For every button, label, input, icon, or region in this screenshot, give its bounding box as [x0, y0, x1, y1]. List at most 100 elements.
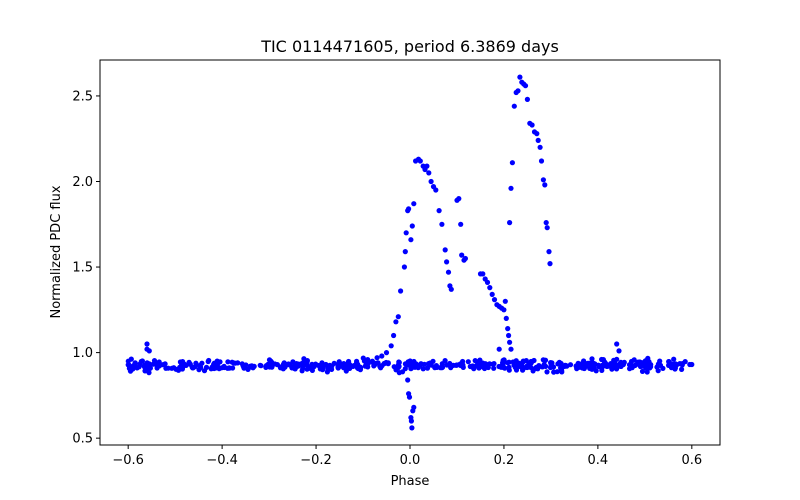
data-point	[374, 355, 380, 361]
data-point	[290, 363, 296, 370]
data-point	[205, 358, 211, 365]
data-point	[672, 366, 678, 372]
data-point	[399, 369, 406, 375]
data-point	[611, 362, 617, 368]
scatter-points	[125, 74, 695, 431]
data-point	[508, 185, 514, 191]
x-tick-label: 0.0	[400, 453, 421, 468]
data-point	[508, 346, 514, 352]
data-point	[132, 360, 138, 366]
data-point	[398, 288, 404, 294]
data-point	[458, 221, 464, 227]
data-point	[501, 364, 507, 370]
data-point	[637, 359, 643, 365]
data-point	[439, 365, 445, 371]
data-point	[156, 359, 162, 365]
data-point	[597, 363, 604, 369]
data-point	[266, 357, 273, 363]
data-point	[298, 361, 305, 367]
y-tick-label: 2.5	[72, 89, 93, 104]
x-tick-label: 0.6	[681, 453, 702, 468]
data-point	[470, 365, 477, 371]
data-point	[192, 363, 198, 370]
data-point	[558, 365, 564, 371]
data-point	[434, 364, 440, 370]
data-point	[543, 363, 549, 369]
data-point	[126, 365, 132, 371]
data-point	[225, 359, 231, 365]
data-point	[312, 362, 318, 368]
data-point	[147, 365, 153, 371]
data-point	[393, 367, 399, 373]
data-point	[388, 343, 394, 349]
data-point	[514, 364, 520, 370]
data-point	[308, 366, 315, 372]
data-point	[424, 163, 430, 169]
data-point	[639, 368, 646, 374]
data-point	[405, 377, 411, 383]
data-point	[345, 359, 351, 365]
data-point	[263, 363, 269, 369]
data-point	[272, 361, 278, 367]
data-point	[401, 264, 407, 270]
data-point	[409, 425, 415, 431]
data-point	[355, 365, 361, 372]
data-point	[532, 365, 538, 371]
data-point	[403, 230, 409, 236]
data-point	[409, 223, 415, 229]
data-point	[546, 249, 552, 255]
data-point	[465, 359, 471, 365]
data-point	[411, 201, 417, 207]
data-point	[604, 363, 610, 369]
data-point	[181, 361, 187, 367]
data-point	[648, 362, 654, 368]
data-point	[578, 362, 584, 368]
data-point	[462, 255, 468, 262]
data-point	[534, 131, 540, 137]
data-point	[600, 357, 607, 363]
data-point	[456, 196, 462, 202]
data-point	[593, 368, 599, 374]
data-point	[484, 279, 491, 285]
data-point	[393, 319, 399, 325]
y-tick-label: 1.0	[72, 346, 93, 361]
data-point	[496, 346, 502, 352]
x-tick-label: 0.4	[588, 453, 609, 468]
data-point	[505, 360, 511, 366]
data-point	[430, 358, 436, 364]
data-point	[542, 357, 549, 363]
data-point	[402, 249, 408, 255]
data-point	[590, 360, 596, 366]
data-point	[203, 364, 210, 370]
data-point	[339, 361, 345, 367]
x-axis: −0.6 −0.4 −0.2 0.0 0.2 0.4 0.6	[112, 445, 702, 468]
data-point	[448, 286, 454, 292]
data-point	[383, 360, 389, 366]
data-point	[524, 96, 531, 102]
data-point	[146, 348, 152, 354]
data-point	[426, 170, 432, 176]
data-point	[657, 362, 664, 368]
data-point	[406, 206, 412, 212]
data-point	[529, 122, 535, 128]
data-point	[417, 362, 423, 368]
data-point	[524, 364, 530, 371]
data-point	[536, 363, 542, 369]
data-point	[420, 366, 426, 372]
data-point	[408, 418, 414, 424]
data-point	[537, 144, 543, 150]
chart-title: TIC 0114471605, period 6.3869 days	[260, 37, 559, 56]
data-point	[677, 361, 683, 367]
data-point	[439, 221, 445, 227]
data-point	[163, 365, 169, 371]
data-point	[320, 365, 326, 371]
data-point	[324, 369, 330, 375]
data-point	[151, 358, 158, 364]
data-point	[406, 394, 413, 400]
data-point	[687, 361, 693, 368]
data-point	[502, 298, 508, 304]
x-tick-label: −0.6	[112, 453, 144, 468]
data-point	[460, 358, 466, 365]
data-point	[354, 358, 360, 364]
data-point	[408, 237, 414, 243]
